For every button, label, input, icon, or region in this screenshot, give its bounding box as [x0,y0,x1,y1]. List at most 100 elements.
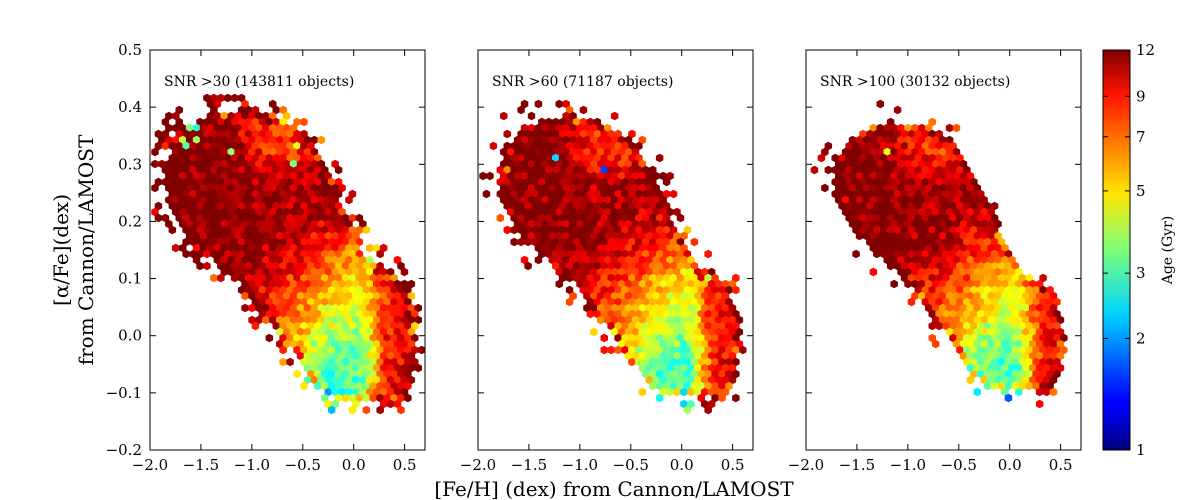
hexbin-cell [237,285,246,295]
hexbin-cell [645,279,653,289]
hexbin-cell [359,339,367,349]
hexbin-cell [876,231,884,241]
hexbin-cell [555,183,563,193]
hexbin-cell [707,303,716,313]
hexbin-cell [928,249,936,259]
hexbin-cell [959,351,968,361]
hexbin-cell [583,279,591,289]
hexbin-cell [838,153,846,163]
hexbin-cell [383,393,391,403]
hexbin-cell [638,267,647,277]
hexbin-cell [541,159,550,169]
hexbin-cell [1029,363,1037,373]
hexbin-cell [324,363,332,373]
hexbin-cell [987,207,995,217]
hexbin-cell [945,123,954,133]
hexbin-cell [614,165,622,175]
hexbin-cell [973,327,981,337]
hexbin-cell [617,159,626,169]
hexbin-cell [880,177,888,187]
hexbin-cell [1042,315,1051,325]
hexbin-cell [307,177,315,187]
hexbin-cell [621,309,629,319]
hexbin-cell [593,129,602,139]
hexbin-cell [855,219,864,229]
hexbin-cell [338,351,346,361]
hexbin-cell [286,153,294,163]
hexbin-cell [199,183,208,193]
hexbin-cell [676,285,685,295]
hexbin-cell [701,279,709,289]
hexbin-cell [1015,279,1023,289]
hexbin-cell [873,213,881,223]
hexbin-cell [1029,339,1037,349]
hexbin-cell [172,147,180,157]
hexbin-cell [687,327,695,337]
hexbin-cell [507,147,515,157]
hexbin-cell [617,255,626,265]
hexbin-cell [597,291,605,301]
hexbin-cell [907,177,916,187]
hexbin-cell [662,261,671,271]
hexbin-cell [154,201,163,211]
hexbin-cell [338,339,346,349]
hexbin-cell [331,195,339,205]
hexbin-cell [248,111,256,121]
hexbin-cell [652,315,660,325]
hexbin-cell [1001,279,1009,289]
hexbin-cell [317,231,325,241]
hexbin-cell [569,231,577,241]
hexbin-cell [189,237,197,247]
hexbin-cell [321,333,329,343]
hexbin-cell [345,339,353,349]
hexbin-cell [676,213,685,223]
hexbin-cell [503,129,511,139]
hexbin-cell [507,183,515,193]
hexbin-cell [583,255,591,265]
hexbin-cell [597,267,605,277]
hexbin-cell [237,165,246,175]
hexbin-cell [227,243,235,253]
hexbin-cell [165,159,173,169]
hexbin-cell [624,159,633,169]
hexbin-cell [866,225,874,235]
hexbin-cell [876,207,884,217]
hexbin-cell [404,321,412,331]
hexbin-cell [1060,333,1068,343]
hexbin-cell [310,219,319,229]
hexbin-cell [935,177,943,187]
hexbin-cell [956,177,964,187]
hexbin-cell [510,153,518,163]
hexbin-cell [366,375,374,385]
hexbin-cell [604,255,612,265]
hexbin-cell [310,255,319,265]
hexbin-cell [189,201,197,211]
hexbin-cell [279,309,287,319]
hexbin-cell [583,303,591,313]
hexbin-cell [1025,297,1033,307]
x-tick-label: 0.0 [998,456,1022,474]
hexbin-cell [217,225,225,235]
hexbin-cell [673,351,681,361]
hexbin-cell [397,345,405,355]
hexbin-cell [980,363,988,373]
hexbin-cell [1025,369,1033,379]
hexbin-cell [607,309,615,319]
hexbin-cell [210,129,218,139]
hexbin-cell [1008,291,1016,301]
hexbin-cell [310,147,319,157]
hexbin-cell [952,267,961,277]
hexbin-cell [418,345,425,355]
hexbin-cell [210,225,218,235]
hexbin-cell [590,207,598,217]
hexbin-cell [279,237,287,247]
hexbin-cell [289,255,298,265]
hexbin-cell [513,219,522,229]
hexbin-cell [345,279,353,289]
hexbin-cell [527,195,536,205]
hexbin-cell [610,243,619,253]
hexbin-cell [307,285,315,295]
hexbin-cell [635,201,643,211]
hexbin-cell [711,285,719,295]
hexbin-cell [949,273,957,283]
